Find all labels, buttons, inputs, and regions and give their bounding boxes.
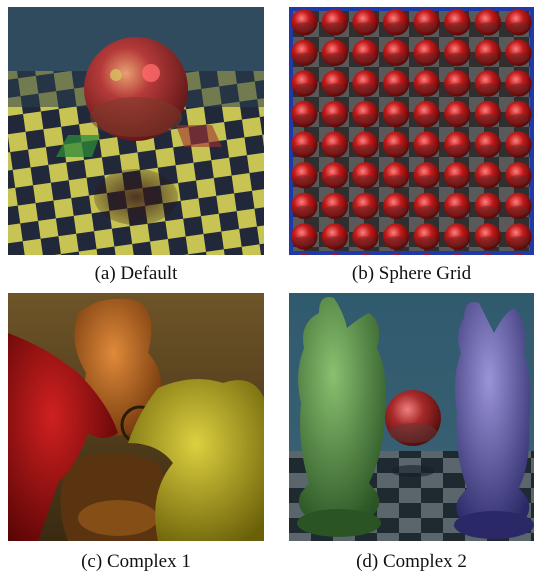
render-complex-1	[8, 293, 264, 541]
render-complex-2	[289, 293, 534, 541]
caption-default: (a) Default	[94, 263, 178, 284]
caption-complex-2: (d) Complex 2	[356, 551, 467, 572]
caption-sphere-grid: (b) Sphere Grid	[351, 263, 472, 284]
render-sphere-grid	[289, 7, 534, 255]
caption-complex-1: (c) Complex 1	[81, 551, 191, 572]
render-default	[8, 7, 264, 255]
